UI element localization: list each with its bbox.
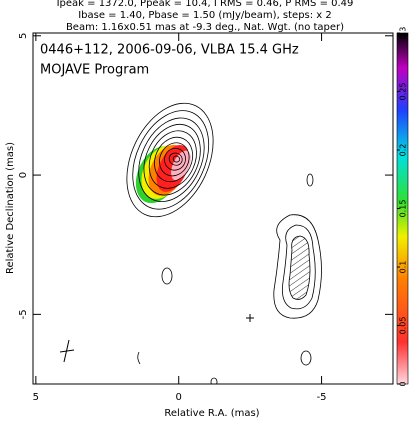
plot-frame	[32, 32, 394, 385]
contour	[126, 102, 214, 218]
header-line: Beam: 1.16x0.51 mas at -9.3 deg., Nat. W…	[66, 22, 344, 33]
contours	[126, 102, 214, 218]
y-tick-label: 5	[18, 33, 29, 39]
contour	[148, 130, 197, 189]
colorbar-tick-label: 0	[399, 381, 408, 386]
annotation: 0446+112, 2006-09-06, VLBA 15.4 GHz	[40, 43, 299, 58]
contour	[143, 124, 201, 196]
y-tick-label: 0	[18, 172, 29, 178]
colorbar-tick-label: 0.2	[399, 144, 408, 157]
header-line: Ipeak = 1372.0, Ppeak = 10.4, I RMS = 0.…	[57, 0, 354, 9]
map: 0446+112, 2006-09-06, VLBA 15.4 GHz MOJA…	[40, 43, 322, 384]
contours	[59, 173, 322, 384]
contour	[168, 152, 183, 166]
contour	[154, 136, 194, 183]
contour	[172, 155, 181, 163]
colorbar-tick-label: 0.25	[399, 83, 408, 101]
colorbar-tick-label: 0.15	[399, 200, 408, 218]
annotation: MOJAVE Program	[40, 63, 149, 78]
x-axis-label: Relative R.A. (mas)	[164, 408, 259, 419]
contour	[132, 110, 210, 210]
x-tick-label: 0	[176, 392, 182, 403]
contour	[138, 117, 205, 202]
y-axis-label: Relative Declination (mas)	[5, 142, 16, 274]
contour	[164, 147, 186, 171]
colorbar-tick-label: 0.1	[399, 261, 408, 274]
y-tick-label: -5	[18, 309, 29, 319]
header-line: Ibase = 1.40, Pbase = 1.50 (mJy/beam), s…	[78, 10, 332, 21]
x-tick-label: 5	[33, 392, 39, 403]
colorbar-tick-label: 0.3	[399, 27, 408, 40]
contour	[159, 142, 190, 177]
x-tick-label: -5	[317, 392, 327, 403]
colorbar-tick-label: 0.05	[399, 317, 408, 335]
